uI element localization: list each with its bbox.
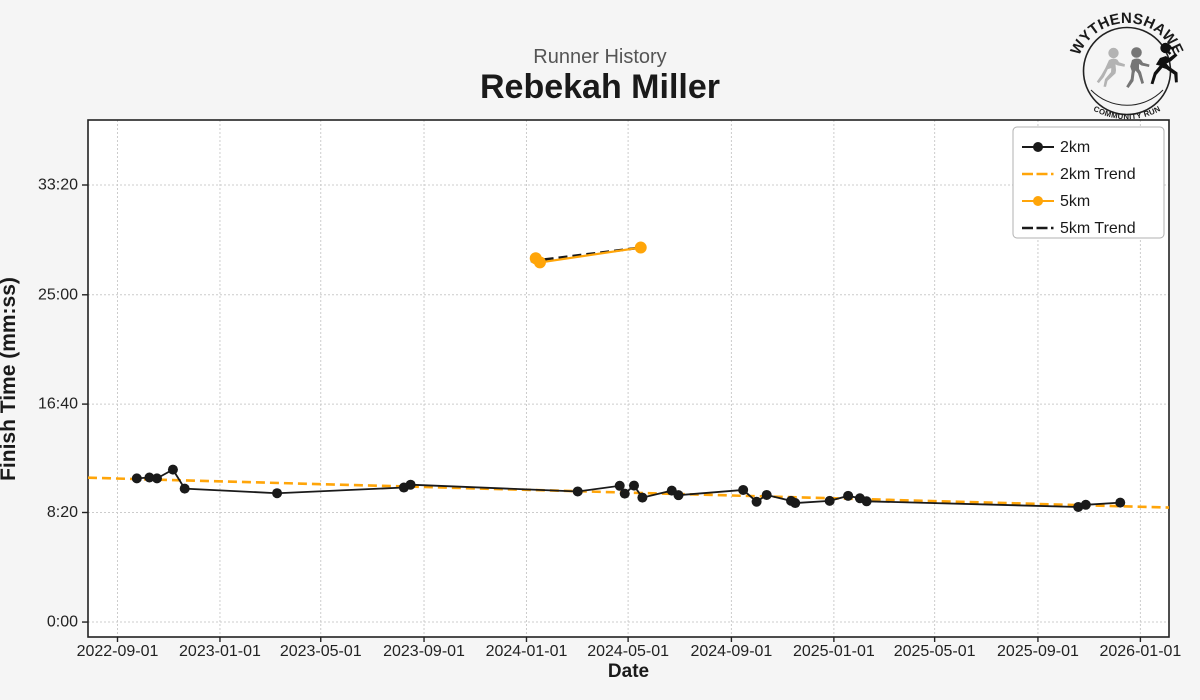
- svg-text:33:20: 33:20: [38, 177, 78, 194]
- svg-text:5km: 5km: [1060, 193, 1090, 210]
- svg-text:2024-01-01: 2024-01-01: [486, 643, 568, 660]
- svg-text:2026-01-01: 2026-01-01: [1099, 643, 1181, 660]
- svg-text:0:00: 0:00: [47, 614, 78, 631]
- svg-text:16:40: 16:40: [38, 396, 78, 413]
- svg-text:25:00: 25:00: [38, 286, 78, 303]
- svg-text:2022-09-01: 2022-09-01: [77, 643, 159, 660]
- svg-text:2km Trend: 2km Trend: [1060, 166, 1136, 183]
- svg-text:5km Trend: 5km Trend: [1060, 220, 1136, 237]
- svg-text:2024-09-01: 2024-09-01: [690, 643, 772, 660]
- svg-text:2024-05-01: 2024-05-01: [587, 643, 669, 660]
- svg-text:2023-09-01: 2023-09-01: [383, 643, 465, 660]
- svg-text:8:20: 8:20: [47, 504, 78, 521]
- svg-text:2km: 2km: [1060, 139, 1090, 156]
- svg-text:2023-01-01: 2023-01-01: [179, 643, 261, 660]
- svg-text:2023-05-01: 2023-05-01: [280, 643, 362, 660]
- svg-text:2025-01-01: 2025-01-01: [793, 643, 875, 660]
- svg-text:2025-09-01: 2025-09-01: [997, 643, 1079, 660]
- svg-text:2025-05-01: 2025-05-01: [894, 643, 976, 660]
